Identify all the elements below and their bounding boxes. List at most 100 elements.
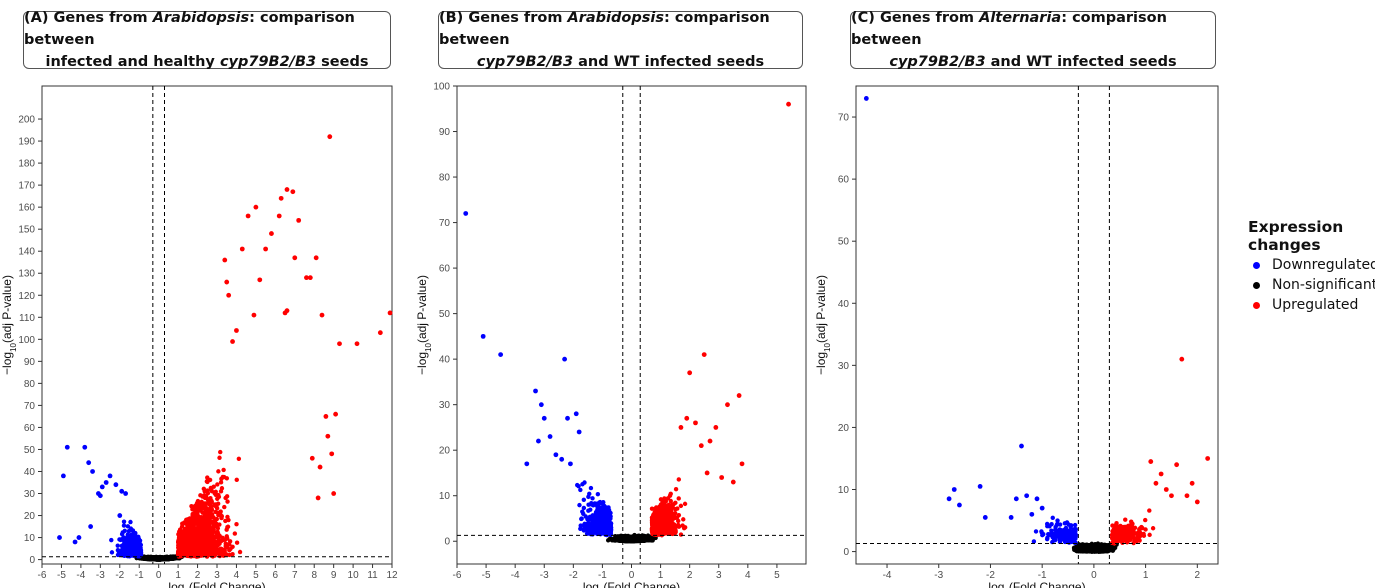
- point-up-a: [189, 503, 194, 509]
- point-up-a: [217, 522, 222, 527]
- x-tick-label-a: -4: [76, 570, 85, 581]
- point-down-b: [584, 524, 590, 530]
- y-tick-label-a: 20: [24, 511, 36, 522]
- x-tick-label-b: 5: [774, 570, 780, 581]
- y-tick-label-b: 40: [439, 355, 451, 366]
- point-up-a: [201, 517, 206, 522]
- point-down-b: [588, 530, 593, 535]
- plot-frame-b: [456, 85, 807, 565]
- point-down-b: [592, 517, 597, 522]
- x-tick-label-b: 4: [745, 570, 751, 581]
- point-down-b: [596, 520, 602, 526]
- point-down-b: [604, 511, 610, 516]
- y-tick-label-b: 20: [439, 446, 451, 457]
- x-tick-label-b: 0: [629, 570, 635, 581]
- point-up-a: [207, 536, 213, 542]
- x-tick-label-b: 1: [658, 570, 664, 581]
- plot-frame-c: [855, 85, 1219, 565]
- point-up-b: [666, 517, 671, 523]
- point-down-a: [113, 482, 119, 488]
- point-down-b: [580, 482, 585, 487]
- point-up-a: [377, 330, 383, 336]
- point-down-a: [117, 513, 123, 518]
- point-down-b: [536, 438, 541, 444]
- y-tick-label-c: 40: [838, 299, 850, 310]
- point-down-b: [595, 491, 601, 497]
- x-tick-label-a: 1: [175, 570, 181, 581]
- point-up-a: [290, 189, 296, 195]
- point-up-a: [234, 328, 239, 333]
- point-up-a: [209, 489, 215, 494]
- point-up-a: [333, 411, 339, 417]
- y-tick-label-b: 90: [439, 127, 451, 138]
- point-down-b: [581, 505, 587, 511]
- point-up-a: [216, 512, 221, 518]
- point-down-b: [586, 521, 591, 526]
- point-down-b: [463, 211, 469, 216]
- x-axis-label-b: log2(Fold Change): [583, 580, 680, 588]
- point-up-b: [653, 510, 659, 516]
- point-up-a: [183, 538, 188, 543]
- point-up-a: [222, 504, 227, 510]
- x-tick-label-a: 11: [367, 570, 378, 581]
- point-up-a: [269, 231, 274, 236]
- point-up-a: [191, 512, 196, 517]
- x-tick-label-a: 9: [331, 570, 337, 581]
- point-up-b: [698, 443, 704, 449]
- point-up-a: [176, 547, 182, 552]
- panel-a-title-line1: (A) Genes from Arabidopsis: comparison b…: [24, 10, 355, 48]
- y-tick-label-a: 30: [24, 489, 36, 500]
- point-up-a: [177, 529, 182, 534]
- x-tick-label-c: -1: [1038, 570, 1047, 581]
- x-tick-label-b: -3: [540, 570, 549, 581]
- point-down-b: [597, 526, 602, 532]
- point-up-b: [673, 486, 679, 492]
- point-up-a: [184, 526, 190, 532]
- point-up-a: [284, 187, 290, 192]
- point-up-b: [653, 532, 658, 537]
- point-up-a: [232, 531, 238, 536]
- point-up-a: [224, 279, 230, 285]
- y-axis-label-b: −log10(adj P-value): [415, 275, 433, 375]
- y-tick-label-a: 190: [18, 137, 35, 148]
- point-up-a: [193, 528, 198, 533]
- point-up-a: [214, 506, 220, 511]
- x-tick-label-c: 2: [1195, 570, 1201, 581]
- y-tick-label-a: 0: [29, 555, 35, 566]
- point-up-b: [668, 491, 673, 496]
- point-ns-b: [634, 537, 640, 543]
- point-down-b: [562, 356, 568, 362]
- point-up-b: [678, 425, 684, 430]
- point-ns-b: [617, 535, 623, 541]
- x-tick-label-a: -5: [57, 570, 66, 581]
- point-up-a: [198, 527, 203, 532]
- point-down-a: [117, 537, 122, 542]
- point-down-a: [136, 551, 142, 556]
- point-up-a: [278, 195, 284, 201]
- point-up-b: [684, 415, 690, 421]
- point-up-a: [203, 505, 209, 510]
- point-down-a: [122, 539, 127, 544]
- point-up-a: [225, 514, 230, 520]
- point-up-a: [329, 451, 335, 457]
- point-down-a: [125, 524, 131, 529]
- point-up-a: [199, 540, 204, 545]
- point-up-a: [225, 499, 230, 504]
- point-down-a: [115, 543, 120, 548]
- point-up-a: [327, 134, 333, 140]
- point-down-b: [553, 452, 559, 458]
- point-down-a: [126, 528, 132, 534]
- y-axis-label-a: −log10(adj P-value): [0, 275, 18, 375]
- y-tick-label-a: 10: [24, 533, 36, 544]
- x-tick-label-b: -4: [511, 570, 520, 581]
- point-down-b: [533, 388, 538, 394]
- point-up-a: [211, 530, 216, 535]
- point-up-a: [214, 516, 219, 522]
- point-down-b: [591, 503, 596, 508]
- x-tick-label-c: -4: [883, 570, 892, 581]
- point-up-a: [189, 517, 194, 522]
- point-up-b: [675, 506, 680, 511]
- x-tick-label-a: 4: [234, 570, 240, 581]
- x-tick-label-a: -6: [38, 570, 47, 581]
- point-up-a: [205, 488, 210, 493]
